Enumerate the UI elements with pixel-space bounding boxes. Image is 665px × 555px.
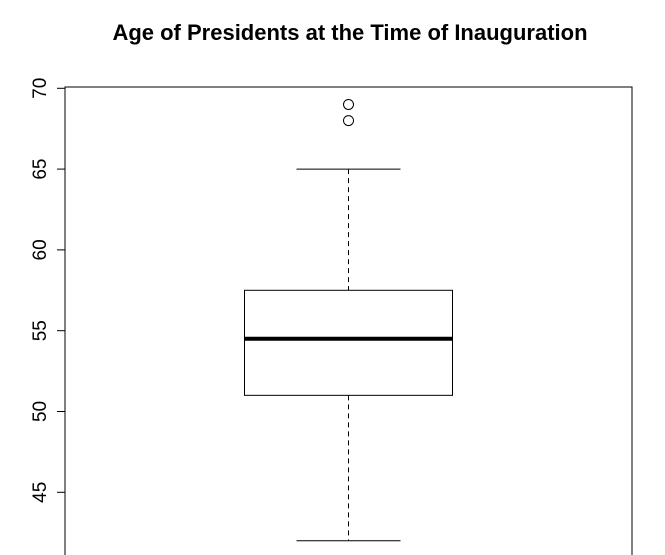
y-tick-label: 45 <box>30 482 51 503</box>
y-tick-label: 60 <box>30 239 51 260</box>
plot-frame <box>64 86 633 555</box>
chart-title: Age of Presidents at the Time of Inaugur… <box>112 20 587 45</box>
outlier <box>343 115 354 127</box>
y-tick-label: 70 <box>30 78 51 99</box>
y-tick-label: 55 <box>30 320 51 341</box>
outlier <box>343 98 354 110</box>
y-tick-label: 65 <box>30 159 51 180</box>
box <box>244 289 453 396</box>
y-tick-label: 50 <box>30 401 51 422</box>
